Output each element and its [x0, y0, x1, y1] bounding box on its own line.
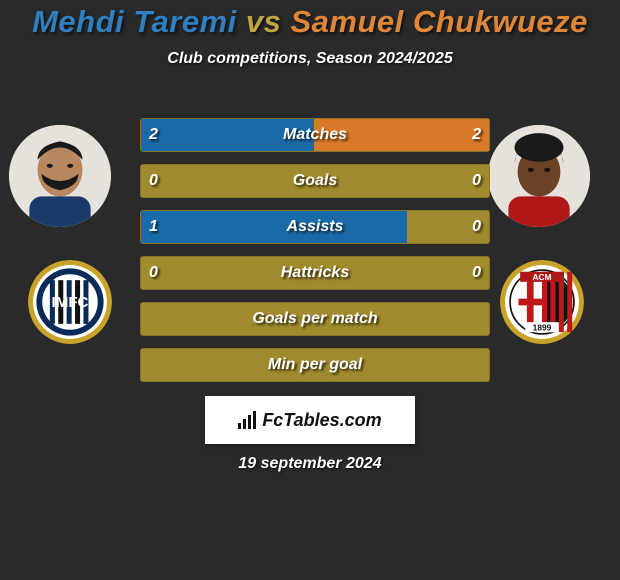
- stat-value-left: 0: [149, 172, 158, 190]
- chart-bars-icon: [238, 411, 256, 429]
- milan-logo-svg: ACM 1899: [500, 260, 584, 344]
- stat-row-hattricks: 0 0 Hattricks: [140, 256, 490, 290]
- stat-row-goals: 0 0 Goals: [140, 164, 490, 198]
- stat-row-matches: 2 2 Matches: [140, 118, 490, 152]
- player2-avatar-svg: [488, 125, 590, 227]
- stat-value-right: 0: [472, 264, 481, 282]
- player2-avatar: [488, 125, 590, 227]
- stat-label: Goals: [293, 172, 337, 190]
- title-player2: Samuel Chukwueze: [290, 4, 587, 39]
- milan-year: 1899: [533, 323, 552, 333]
- title-player1: Mehdi Taremi: [32, 4, 237, 39]
- title-vs: vs: [246, 4, 281, 39]
- stat-value-left: 1: [149, 218, 158, 236]
- stat-row-assists: 1 0 Assists: [140, 210, 490, 244]
- stat-label: Min per goal: [268, 356, 362, 374]
- inter-initials: IMFC: [52, 294, 89, 311]
- comparison-infographic: Mehdi Taremi vs Samuel Chukwueze Club co…: [0, 0, 620, 580]
- stat-value-left: 2: [149, 126, 158, 144]
- stat-bars: 2 2 Matches 0 0 Goals 1 0 Assists 0 0 Hattricks Goal…: [140, 118, 490, 394]
- inter-logo-svg: IMFC: [28, 260, 112, 344]
- stat-value-right: 0: [472, 172, 481, 190]
- stat-row-min-per-goal: Min per goal: [140, 348, 490, 382]
- player1-club-logo: IMFC: [28, 260, 112, 344]
- fctables-text: FcTables.com: [262, 410, 381, 431]
- player2-club-logo: ACM 1899: [500, 260, 584, 344]
- stat-label: Assists: [287, 218, 344, 236]
- stat-fill-left: [141, 211, 407, 243]
- milan-acm: ACM: [532, 272, 551, 282]
- stat-value-left: 0: [149, 264, 158, 282]
- stat-label: Hattricks: [281, 264, 349, 282]
- fctables-badge: FcTables.com: [205, 396, 415, 444]
- player1-avatar-svg: [9, 125, 111, 227]
- subtitle: Club competitions, Season 2024/2025: [0, 50, 620, 68]
- stat-row-goals-per-match: Goals per match: [140, 302, 490, 336]
- stat-label: Goals per match: [252, 310, 377, 328]
- stat-value-right: 2: [472, 126, 481, 144]
- title: Mehdi Taremi vs Samuel Chukwueze: [0, 4, 620, 40]
- stat-label: Matches: [283, 126, 347, 144]
- stat-value-right: 0: [472, 218, 481, 236]
- date: 19 september 2024: [0, 455, 620, 473]
- player1-avatar: [9, 125, 111, 227]
